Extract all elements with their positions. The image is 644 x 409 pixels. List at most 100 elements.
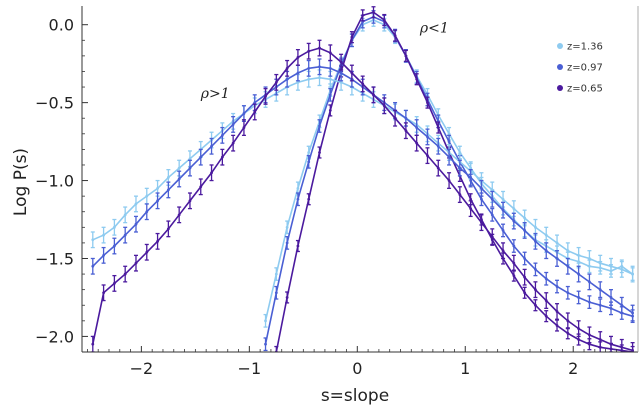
data-point (480, 186, 483, 190)
data-point (393, 34, 397, 38)
data-point (112, 244, 116, 248)
data-point (577, 296, 581, 299)
data-point (523, 257, 527, 260)
data-point (274, 272, 278, 276)
data-point (199, 185, 203, 189)
axes-layer (81, 6, 639, 353)
data-point (501, 229, 505, 232)
data-point (415, 77, 419, 81)
x-tick-label: 0 (352, 359, 362, 378)
data-point (480, 221, 483, 225)
data-point (512, 244, 516, 248)
data-point (577, 253, 581, 257)
data-point (134, 202, 138, 206)
data-point (328, 109, 332, 112)
data-point (328, 66, 332, 70)
data-point (220, 133, 224, 137)
data-point (631, 349, 635, 352)
data-point (588, 342, 591, 346)
data-point (307, 66, 311, 70)
data-point (447, 179, 451, 182)
data-point (588, 280, 591, 284)
annotation-rho-less-than-1: ρ<1 (419, 20, 449, 36)
data-point (328, 93, 332, 97)
data-point (436, 166, 440, 170)
data-point (490, 213, 494, 217)
data-point (523, 229, 527, 232)
data-point (372, 10, 375, 14)
data-point (458, 166, 462, 170)
data-point (307, 197, 311, 201)
data-point (318, 65, 321, 69)
data-point (285, 241, 289, 245)
data-point (447, 140, 451, 143)
data-point (123, 233, 127, 237)
data-point (102, 233, 105, 237)
data-point (426, 101, 429, 105)
data-point (318, 124, 321, 128)
data-point (296, 197, 300, 201)
data-point (307, 160, 311, 164)
data-point (264, 94, 267, 98)
data-point (447, 132, 451, 136)
data-point (393, 116, 397, 120)
data-point (404, 54, 408, 58)
legend: z=1.36 z=0.97 z=0.65 (557, 42, 603, 95)
data-point (242, 112, 246, 115)
data-point (339, 71, 343, 75)
data-point (534, 225, 537, 229)
data-point (210, 144, 213, 148)
data-point (372, 93, 375, 97)
data-point (534, 239, 537, 243)
data-point (166, 188, 170, 192)
data-point (426, 135, 429, 139)
series-layer (90, 6, 635, 352)
data-point (544, 299, 548, 302)
legend-marker-z-0-97 (557, 64, 563, 70)
data-point (123, 272, 127, 276)
data-point (177, 177, 181, 181)
data-point (404, 129, 408, 133)
series-z-0-65-rho-1 (274, 6, 635, 352)
data-point (199, 155, 203, 159)
data-point (436, 144, 440, 148)
data-point (577, 338, 581, 341)
data-point (555, 310, 559, 313)
series-line-z-0-65-rho-1 (275, 11, 633, 352)
error-bar (274, 345, 279, 352)
series-z-0-65-rho-1 (90, 39, 635, 352)
data-point (134, 222, 138, 226)
x-axis-title: s=slope (321, 386, 389, 406)
data-point (274, 291, 278, 295)
data-point (566, 291, 570, 295)
data-point (307, 77, 311, 81)
data-point (566, 331, 570, 335)
data-point (458, 193, 462, 196)
data-point (577, 327, 581, 331)
data-point (490, 188, 494, 192)
x-tick-label: −1 (238, 359, 262, 378)
legend-item-z-1-36: z=1.36 (557, 42, 603, 53)
y-tick-label: −1.0 (35, 172, 74, 191)
data-point (231, 141, 235, 145)
data-point (210, 171, 213, 175)
data-point (166, 227, 170, 231)
data-point (296, 80, 300, 84)
data-point (534, 288, 537, 292)
data-point (361, 82, 365, 86)
y-axis-title: Log P(s) (11, 148, 31, 216)
data-point (523, 216, 527, 220)
data-point (307, 151, 311, 154)
data-point (577, 272, 581, 276)
data-point (145, 194, 149, 198)
data-point (512, 207, 516, 211)
data-point (490, 235, 494, 239)
data-point (382, 104, 386, 108)
data-point (145, 210, 149, 214)
data-point (177, 213, 181, 217)
data-point (112, 225, 116, 229)
data-point (534, 267, 537, 271)
data-point (501, 208, 505, 212)
data-point (588, 300, 591, 304)
